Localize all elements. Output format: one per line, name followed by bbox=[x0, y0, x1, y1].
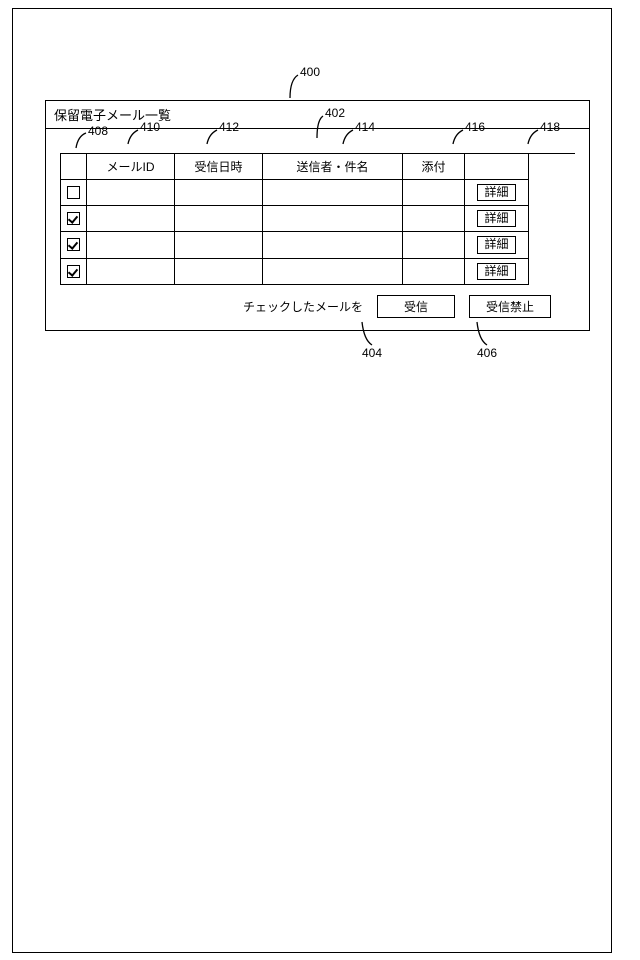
leader-lines bbox=[0, 0, 640, 960]
